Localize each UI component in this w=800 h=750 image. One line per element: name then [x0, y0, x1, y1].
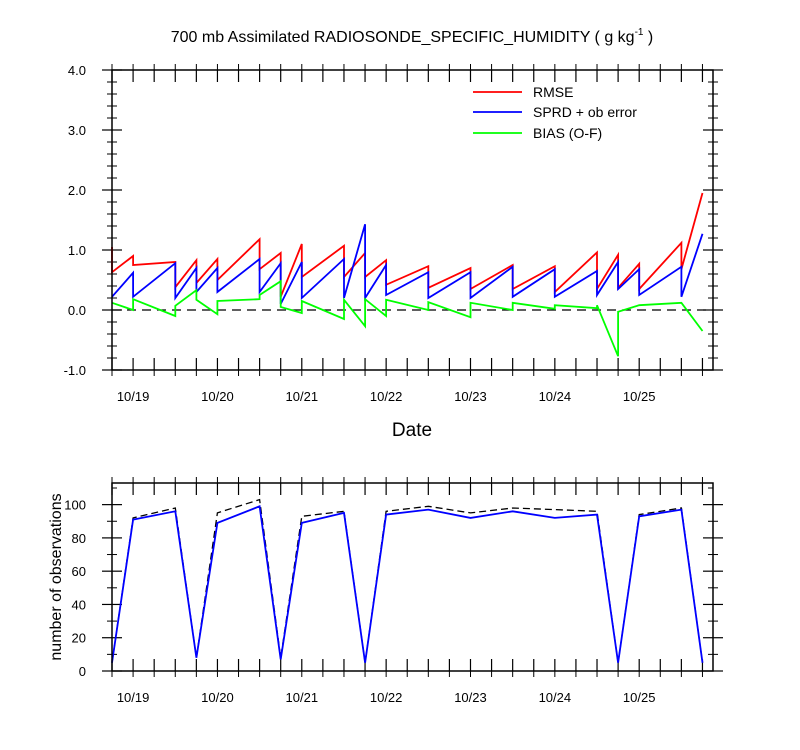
top-chart-panel: -1.0 0.0 1.0 2.0 3.0 4.0 10/19 10/20 10/21 10/22…	[64, 63, 723, 441]
bottom-axes-ticks	[102, 477, 723, 677]
x-tick-label: 10/19	[117, 690, 150, 705]
x-tick-label: 10/20	[201, 389, 234, 404]
legend-label-bias: BIAS (O-F)	[533, 125, 602, 141]
y-tick-label: 0	[79, 664, 86, 679]
top-series-lines	[111, 192, 713, 357]
bottom-x-tick-labels: 10/19 10/20 10/21 10/22 10/23 10/24 10/25	[117, 690, 656, 705]
y-tick-label: 100	[64, 498, 86, 513]
y-tick-label: 80	[72, 531, 86, 546]
legend-label-sprd: SPRD + ob error	[533, 104, 637, 120]
y-tick-label: 2.0	[68, 183, 86, 198]
top-axes-ticks	[102, 64, 723, 376]
legend-label-rmse: RMSE	[533, 84, 573, 100]
x-tick-label: 10/23	[454, 690, 487, 705]
x-tick-label: 10/23	[454, 389, 487, 404]
top-x-tick-labels: 10/19 10/20 10/21 10/22 10/23 10/24 10/25	[117, 389, 656, 404]
x-tick-label: 10/22	[370, 389, 403, 404]
y-tick-label: 4.0	[68, 63, 86, 78]
bottom-y-tick-labels: 0 20 40 60 80 100	[64, 498, 86, 679]
x-tick-label: 10/25	[623, 690, 656, 705]
x-tick-label: 10/22	[370, 690, 403, 705]
series-line-assimilated-observations	[111, 505, 704, 663]
top-plot-frame	[111, 69, 714, 371]
bottom-series-lines	[111, 498, 704, 663]
bottom-plot-frame	[111, 482, 714, 672]
y-tick-label: 3.0	[68, 123, 86, 138]
y-tick-label: 20	[72, 631, 86, 646]
x-axis-label: Date	[392, 420, 432, 441]
chart-title: 700 mb Assimilated RADIOSONDE_SPECIFIC_H…	[171, 27, 654, 46]
series-line-sprd-ob-error	[111, 223, 704, 305]
y-tick-label: 0.0	[68, 303, 86, 318]
y-tick-label: 60	[72, 564, 86, 579]
y-tick-label: 40	[72, 597, 86, 612]
legend: RMSE SPRD + ob error BIAS (O-F)	[473, 84, 637, 141]
y-tick-label: -1.0	[64, 363, 86, 378]
x-tick-label: 10/24	[539, 389, 572, 404]
top-y-tick-labels: -1.0 0.0 1.0 2.0 3.0 4.0	[64, 63, 86, 378]
x-tick-label: 10/24	[539, 690, 572, 705]
series-line-bias-o-f	[111, 279, 704, 357]
x-tick-label: 10/20	[201, 690, 234, 705]
x-tick-label: 10/21	[286, 690, 319, 705]
y-axis-label-observations: number of observations	[48, 493, 65, 660]
y-tick-label: 1.0	[68, 243, 86, 258]
x-tick-label: 10/21	[286, 389, 319, 404]
series-line-rmse	[111, 192, 704, 298]
x-tick-label: 10/25	[623, 389, 656, 404]
x-tick-label: 10/19	[117, 389, 150, 404]
